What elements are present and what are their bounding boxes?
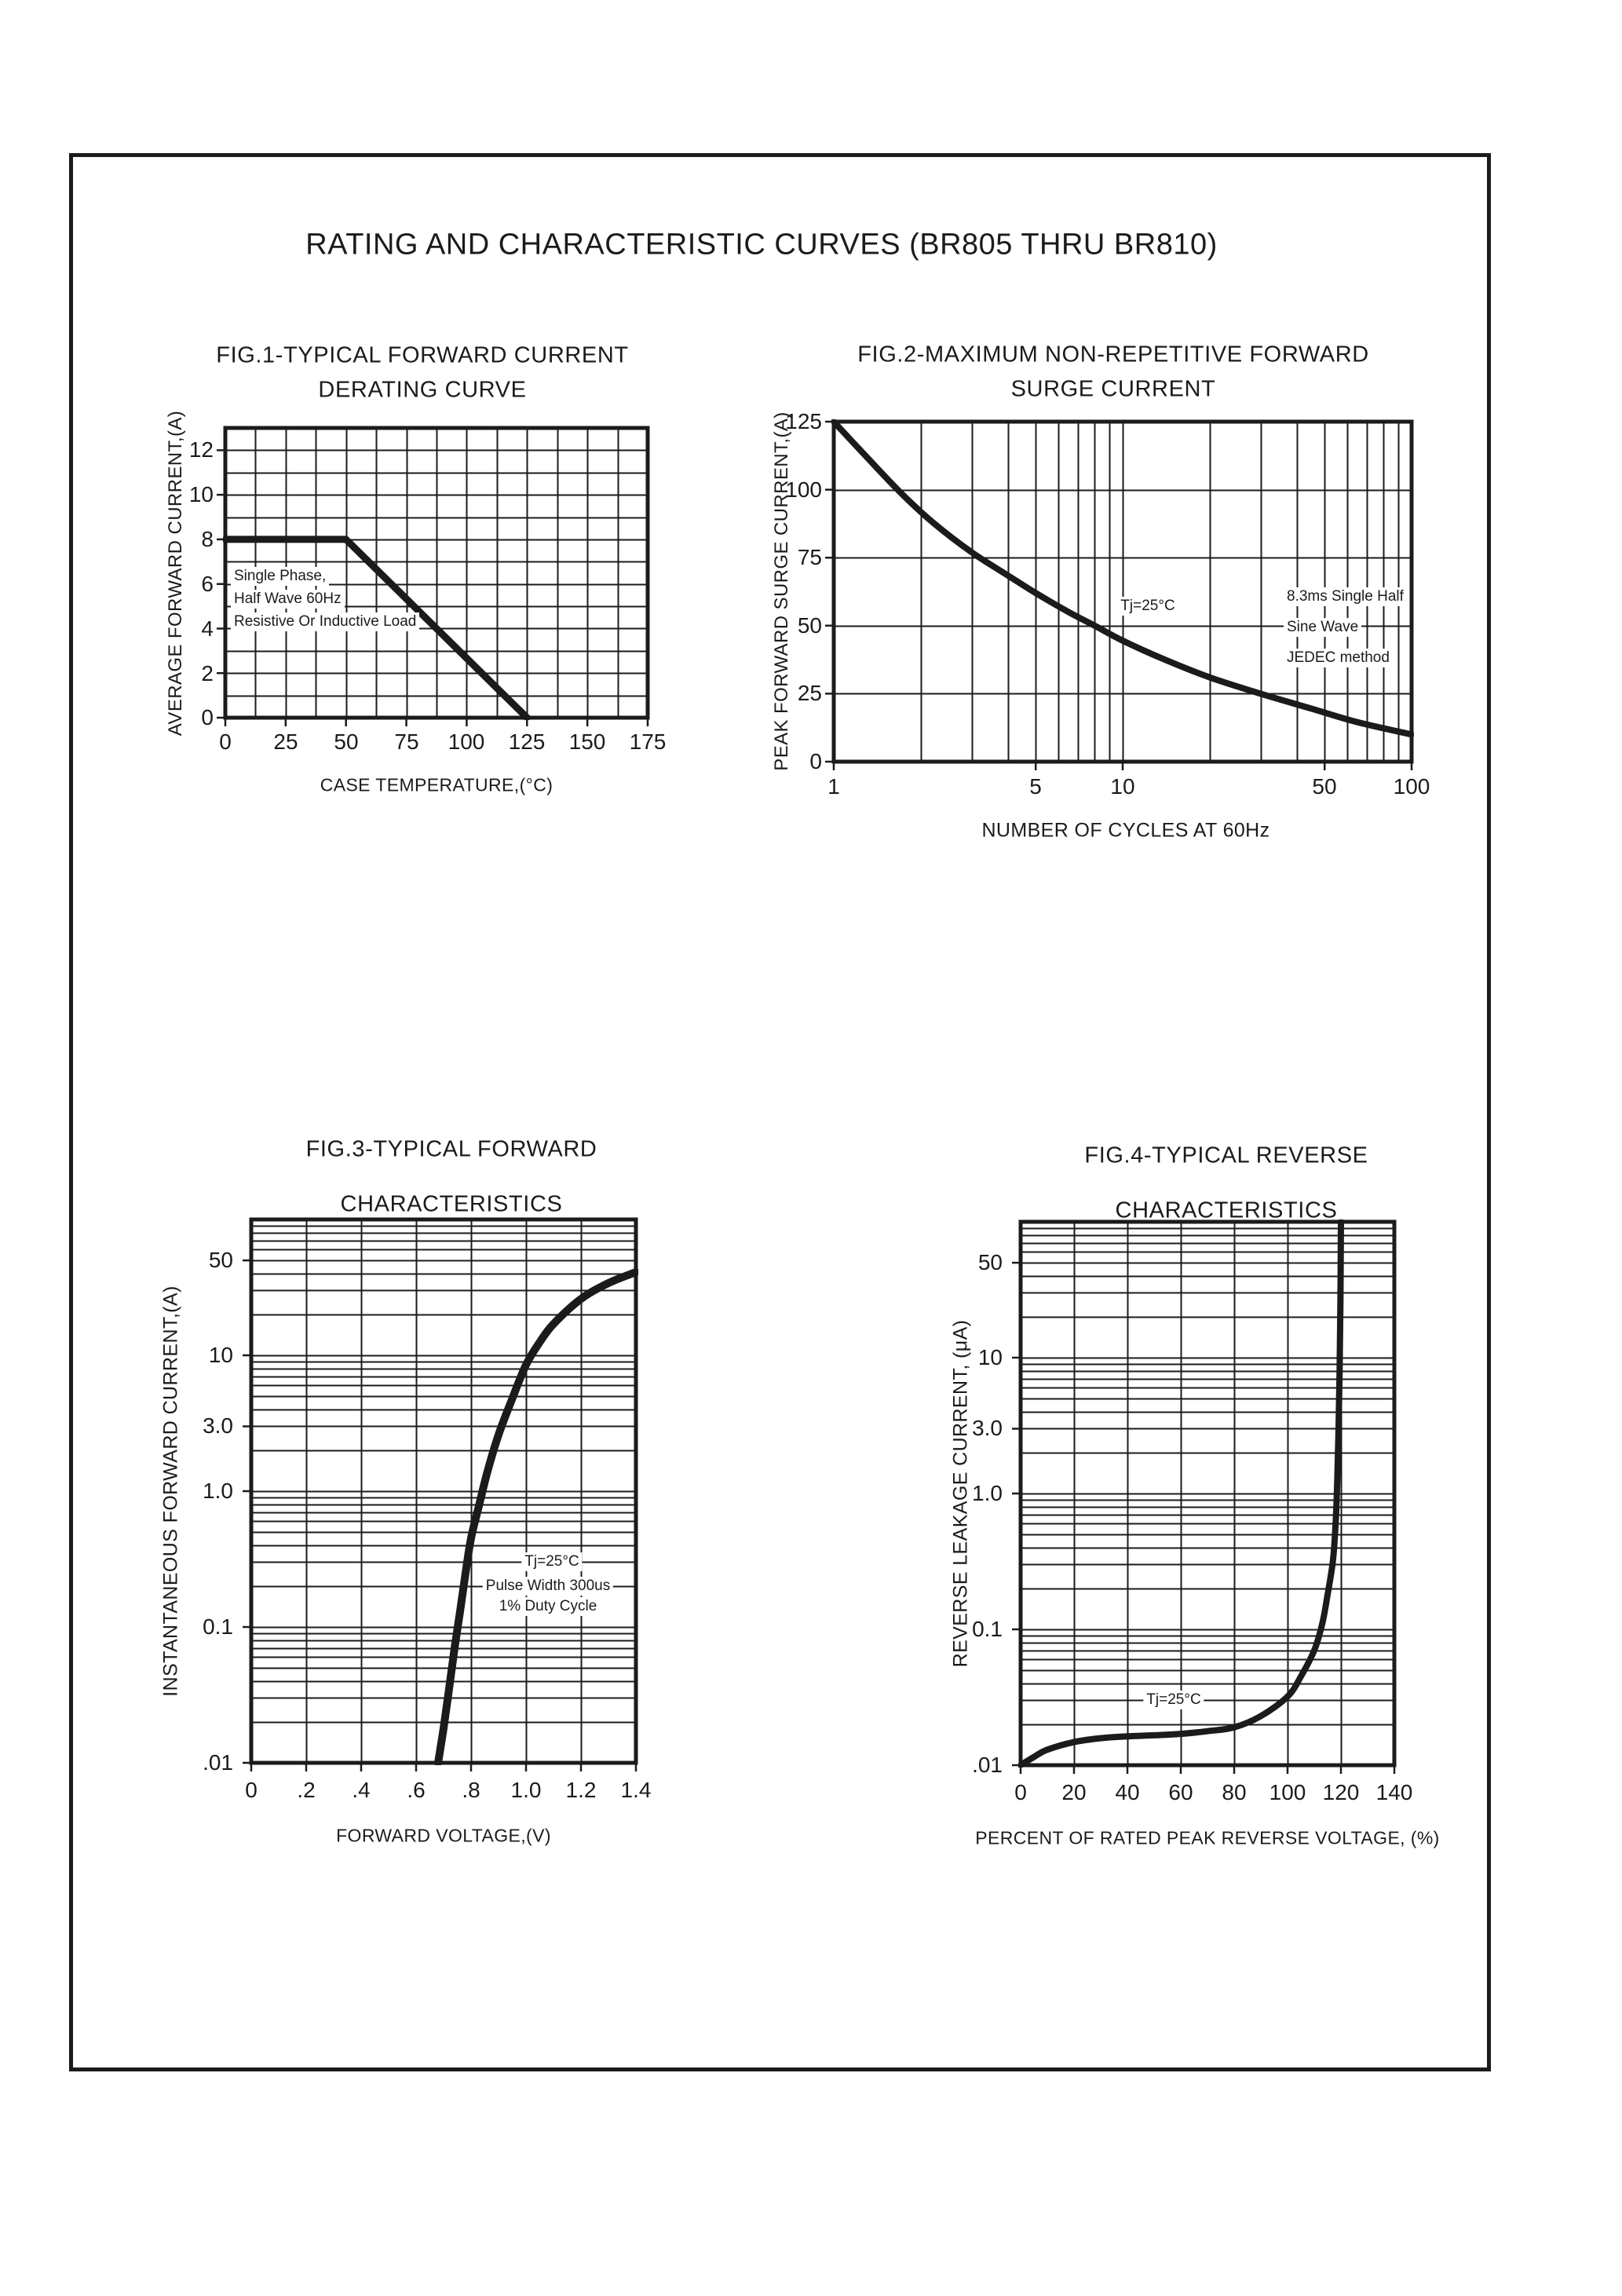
fig2-annotation-method-line1: 8.3ms Single Half — [1284, 587, 1407, 606]
fig3-annotation-temperature: Tj=25°C — [521, 1552, 583, 1571]
fig2-x-tick: 5 — [1029, 774, 1042, 799]
fig4-x-tick: 140 — [1375, 1780, 1413, 1804]
page-title: RATING AND CHARACTERISTIC CURVES (BR805 … — [305, 228, 1218, 261]
fig1-y-tick: 4 — [201, 616, 214, 641]
fig3-x-axis-label: FORWARD VOLTAGE,(V) — [336, 1825, 551, 1846]
fig1-y-tick: 12 — [188, 437, 214, 462]
fig1-x-tick: 125 — [508, 729, 546, 754]
fig4-x-tick: 40 — [1115, 1780, 1140, 1804]
fig4-x-tick: 0 — [1014, 1780, 1027, 1804]
fig2-x-tick: 10 — [1110, 774, 1135, 799]
fig1-x-axis-label: CASE TEMPERATURE,(°C) — [320, 774, 553, 795]
fig1-annotation-load: Resistive Or Inductive Load — [231, 612, 420, 631]
fig1-x-tick: 150 — [568, 729, 606, 754]
fig2-annotation-method-line2: Sine Wave — [1284, 618, 1362, 637]
max-surge-current-curve — [831, 419, 1414, 738]
fig1-x-tick: 175 — [629, 729, 667, 754]
fig4-x-tick: 20 — [1061, 1780, 1087, 1804]
fig3-annotation-pulse-width: Pulse Width 300us — [482, 1577, 614, 1596]
fig1-y-axis-label: AVERAGE FORWARD CURRENT,(A) — [165, 410, 186, 737]
fig3-y-tick: 1.0 — [203, 1479, 233, 1503]
fig3-y-tick: 10 — [208, 1343, 233, 1367]
fig3-x-tick: .2 — [297, 1778, 316, 1802]
fig3-title-line2: CHARACTERISTICS — [340, 1191, 563, 1217]
fig4-x-tick: 120 — [1322, 1780, 1360, 1804]
fig3-y-tick: 0.1 — [203, 1614, 233, 1639]
fig1-y-tick: 0 — [201, 705, 214, 729]
fig4-y-tick: 3.0 — [972, 1416, 1003, 1440]
forward-current-derating-curve — [223, 536, 531, 720]
fig3-x-tick: 1.0 — [510, 1778, 542, 1802]
fig2-y-tick: 0 — [809, 749, 822, 773]
fig1-x-tick: 25 — [273, 729, 298, 754]
fig1-title-line2: DERATING CURVE — [318, 377, 527, 403]
fig2-plot — [825, 419, 1414, 770]
fig4-title-line2: CHARACTERISTICS — [1115, 1197, 1338, 1223]
fig2-x-axis-label: NUMBER OF CYCLES AT 60Hz — [981, 819, 1270, 842]
fig3-x-tick: .4 — [352, 1778, 371, 1802]
fig3-x-tick: 0 — [245, 1778, 258, 1802]
fig3-x-tick: .6 — [407, 1778, 426, 1802]
fig4-y-tick: 1.0 — [972, 1481, 1003, 1505]
reverse-leakage-curve — [1018, 1219, 1344, 1768]
fig2-y-axis-label: PEAK FORWARD SURGE CURRENT,(A) — [771, 411, 792, 771]
fig4-title-line1: FIG.4-TYPICAL REVERSE — [1084, 1143, 1368, 1168]
fig2-y-tick: 50 — [797, 613, 822, 638]
fig2-x-tick: 50 — [1312, 774, 1337, 799]
fig3-x-tick: 1.2 — [565, 1778, 597, 1802]
fig4-x-tick: 100 — [1269, 1780, 1306, 1804]
fig3-y-tick: 50 — [208, 1248, 233, 1272]
forward-characteristic-curve — [434, 1267, 638, 1765]
fig3-x-tick: 1.4 — [620, 1778, 652, 1802]
fig2-title-line2: SURGE CURRENT — [1010, 376, 1216, 402]
fig3-y-tick: 3.0 — [203, 1413, 233, 1438]
fig2-x-tick: 100 — [1393, 774, 1430, 799]
fig1-title-line1: FIG.1-TYPICAL FORWARD CURRENT — [216, 342, 629, 368]
fig1-y-tick: 6 — [201, 572, 214, 596]
fig1-y-tick: 10 — [188, 482, 214, 506]
fig3-annotation-duty-cycle: 1% Duty Cycle — [495, 1597, 601, 1616]
fig3-title-line1: FIG.3-TYPICAL FORWARD — [305, 1136, 597, 1162]
fig1-annotation-wave: Half Wave 60Hz — [231, 590, 345, 609]
fig4-y-tick: 0.1 — [972, 1617, 1003, 1641]
fig1-x-tick: 0 — [219, 729, 232, 754]
fig2-y-tick: 25 — [797, 681, 822, 705]
fig4-x-tick: 60 — [1168, 1780, 1193, 1804]
fig4-y-tick: 10 — [977, 1345, 1003, 1369]
fig4-x-tick: 80 — [1222, 1780, 1247, 1804]
fig3-x-tick: .8 — [462, 1778, 480, 1802]
fig3-plot — [243, 1217, 638, 1771]
fig1-annotation-phase: Single Phase, — [231, 567, 330, 586]
fig2-y-tick: 100 — [785, 477, 822, 502]
fig1-y-tick: 8 — [201, 527, 214, 551]
fig1-y-tick: 2 — [201, 661, 214, 686]
fig4-y-tick: 50 — [977, 1250, 1003, 1274]
fig4-x-axis-label: PERCENT OF RATED PEAK REVERSE VOLTAGE, (… — [975, 1827, 1440, 1848]
fig2-title-line1: FIG.2-MAXIMUM NON-REPETITIVE FORWARD — [857, 342, 1369, 367]
fig2-annotation-temperature: Tj=25°C — [1117, 597, 1178, 616]
fig4-y-axis-label: REVERSE LEAKAGE CURRENT, (μA) — [949, 1319, 972, 1668]
fig4-y-tick: .01 — [972, 1753, 1003, 1777]
fig3-y-axis-label: INSTANTANEOUS FORWARD CURRENT,(A) — [159, 1285, 182, 1697]
fig2-annotation-method-line3: JEDEC method — [1284, 649, 1393, 667]
fig3-y-tick: .01 — [203, 1750, 233, 1775]
fig1-x-tick: 50 — [334, 729, 359, 754]
fig4-annotation-temperature: Tj=25°C — [1143, 1691, 1204, 1709]
fig2-y-tick: 125 — [785, 409, 822, 433]
fig2-x-tick: 1 — [827, 774, 840, 799]
fig2-y-tick: 75 — [797, 545, 822, 569]
fig1-x-tick: 100 — [448, 729, 485, 754]
fig1-x-tick: 75 — [394, 729, 419, 754]
fig4-plot — [1012, 1219, 1397, 1774]
